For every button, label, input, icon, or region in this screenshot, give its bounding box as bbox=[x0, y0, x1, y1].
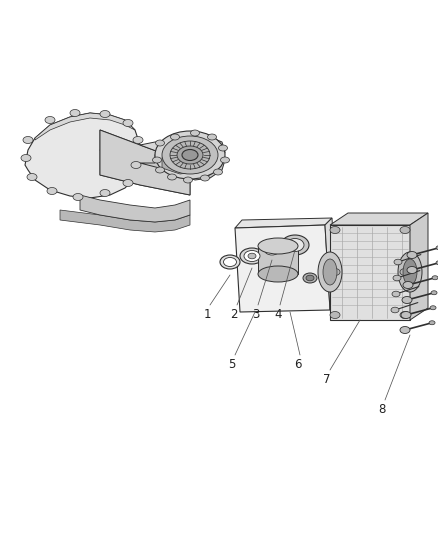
Polygon shape bbox=[330, 225, 410, 320]
Ellipse shape bbox=[248, 253, 256, 259]
Ellipse shape bbox=[401, 311, 411, 319]
Ellipse shape bbox=[391, 307, 399, 313]
Ellipse shape bbox=[73, 193, 83, 200]
Text: 8: 8 bbox=[378, 403, 386, 416]
Ellipse shape bbox=[407, 252, 417, 259]
Ellipse shape bbox=[318, 252, 342, 292]
Ellipse shape bbox=[394, 259, 402, 265]
Ellipse shape bbox=[436, 261, 438, 265]
Ellipse shape bbox=[330, 269, 340, 276]
Ellipse shape bbox=[170, 141, 210, 169]
Ellipse shape bbox=[281, 235, 309, 255]
Ellipse shape bbox=[265, 245, 279, 255]
Ellipse shape bbox=[27, 174, 37, 181]
Text: 5: 5 bbox=[228, 358, 236, 371]
Ellipse shape bbox=[21, 155, 31, 161]
Text: 3: 3 bbox=[252, 308, 260, 321]
Ellipse shape bbox=[436, 246, 438, 250]
Text: 4: 4 bbox=[274, 308, 282, 321]
Polygon shape bbox=[330, 213, 428, 225]
Ellipse shape bbox=[403, 259, 417, 285]
Ellipse shape bbox=[213, 169, 223, 175]
Polygon shape bbox=[160, 135, 225, 172]
Ellipse shape bbox=[393, 275, 401, 281]
Text: 7: 7 bbox=[323, 373, 331, 386]
Text: 2: 2 bbox=[230, 308, 238, 321]
Polygon shape bbox=[80, 195, 190, 222]
Polygon shape bbox=[235, 225, 330, 312]
Polygon shape bbox=[410, 213, 428, 320]
Ellipse shape bbox=[258, 266, 298, 282]
Ellipse shape bbox=[407, 266, 417, 273]
Ellipse shape bbox=[201, 175, 209, 181]
Ellipse shape bbox=[184, 177, 192, 183]
Ellipse shape bbox=[208, 134, 216, 140]
Ellipse shape bbox=[219, 145, 227, 151]
Ellipse shape bbox=[45, 117, 55, 124]
Ellipse shape bbox=[400, 311, 410, 319]
Ellipse shape bbox=[431, 291, 437, 295]
Ellipse shape bbox=[220, 255, 240, 269]
Ellipse shape bbox=[402, 296, 412, 303]
Ellipse shape bbox=[70, 109, 80, 117]
Ellipse shape bbox=[306, 275, 314, 281]
Text: 6: 6 bbox=[294, 358, 302, 371]
Ellipse shape bbox=[220, 157, 230, 163]
Ellipse shape bbox=[152, 157, 162, 163]
Ellipse shape bbox=[330, 311, 340, 319]
Polygon shape bbox=[160, 140, 220, 178]
Polygon shape bbox=[25, 113, 140, 198]
Ellipse shape bbox=[286, 238, 304, 252]
Ellipse shape bbox=[240, 248, 264, 264]
Ellipse shape bbox=[260, 242, 284, 258]
Ellipse shape bbox=[177, 146, 203, 164]
Ellipse shape bbox=[432, 276, 438, 280]
Ellipse shape bbox=[323, 259, 337, 285]
Ellipse shape bbox=[244, 251, 260, 262]
Ellipse shape bbox=[100, 190, 110, 197]
Ellipse shape bbox=[258, 238, 298, 254]
Ellipse shape bbox=[429, 321, 435, 325]
Polygon shape bbox=[162, 148, 204, 174]
Polygon shape bbox=[35, 113, 135, 140]
Ellipse shape bbox=[155, 167, 165, 173]
Ellipse shape bbox=[155, 131, 225, 179]
Ellipse shape bbox=[182, 149, 198, 160]
Polygon shape bbox=[140, 135, 222, 165]
Ellipse shape bbox=[303, 273, 317, 283]
Polygon shape bbox=[258, 246, 298, 274]
Ellipse shape bbox=[123, 180, 133, 187]
Ellipse shape bbox=[123, 119, 133, 126]
Polygon shape bbox=[235, 218, 332, 228]
Ellipse shape bbox=[47, 188, 57, 195]
Polygon shape bbox=[100, 130, 190, 195]
Ellipse shape bbox=[330, 227, 340, 233]
Ellipse shape bbox=[398, 252, 422, 292]
Ellipse shape bbox=[170, 134, 180, 140]
Ellipse shape bbox=[430, 306, 436, 310]
Text: 1: 1 bbox=[203, 308, 211, 321]
Polygon shape bbox=[60, 210, 190, 232]
Ellipse shape bbox=[155, 140, 165, 146]
Polygon shape bbox=[140, 135, 225, 180]
Ellipse shape bbox=[400, 227, 410, 233]
Ellipse shape bbox=[400, 269, 410, 276]
Polygon shape bbox=[325, 218, 337, 310]
Ellipse shape bbox=[131, 161, 141, 168]
Ellipse shape bbox=[392, 291, 400, 297]
Ellipse shape bbox=[191, 130, 199, 136]
Ellipse shape bbox=[167, 174, 177, 180]
Polygon shape bbox=[100, 130, 190, 178]
Ellipse shape bbox=[400, 327, 410, 334]
Ellipse shape bbox=[23, 136, 33, 143]
Ellipse shape bbox=[403, 281, 413, 288]
Ellipse shape bbox=[133, 136, 143, 143]
Ellipse shape bbox=[223, 257, 237, 266]
Polygon shape bbox=[100, 150, 190, 195]
Ellipse shape bbox=[100, 110, 110, 117]
Ellipse shape bbox=[162, 136, 218, 174]
